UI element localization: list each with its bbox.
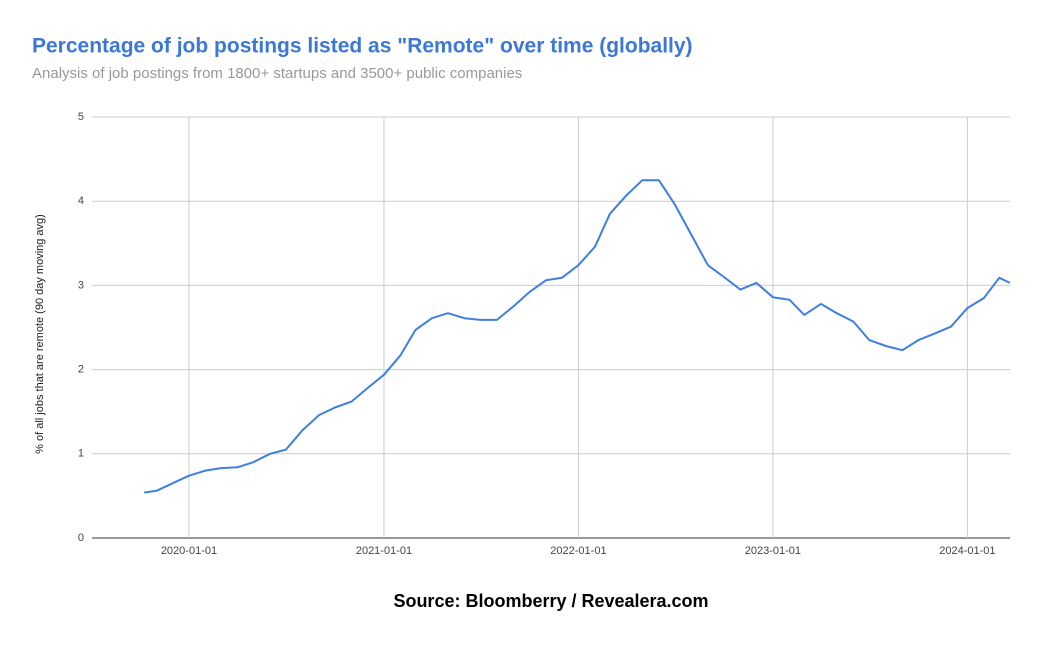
x-tick-label: 2020-01-01 bbox=[161, 545, 217, 557]
chart-subtitle: Analysis of job postings from 1800+ star… bbox=[32, 65, 522, 82]
y-tick-label: 4 bbox=[78, 195, 84, 207]
y-axis-label: % of all jobs that are remote (90 day mo… bbox=[34, 214, 46, 454]
x-tick-label: 2024-01-01 bbox=[939, 545, 995, 557]
x-tick-label: 2023-01-01 bbox=[745, 545, 801, 557]
x-tick-label: 2022-01-01 bbox=[550, 545, 606, 557]
data-line bbox=[144, 179, 1011, 494]
chart-title: Percentage of job postings listed as "Re… bbox=[32, 35, 693, 58]
y-tick-label: 0 bbox=[78, 532, 84, 544]
source-note: Source: Bloomberry / Revealera.com bbox=[393, 591, 708, 611]
y-tick-label: 2 bbox=[78, 364, 84, 376]
y-tick-label: 3 bbox=[78, 279, 84, 291]
x-tick-label: 2021-01-01 bbox=[356, 545, 412, 557]
y-tick-label: 1 bbox=[78, 448, 84, 460]
y-tick-label: 5 bbox=[78, 111, 84, 123]
